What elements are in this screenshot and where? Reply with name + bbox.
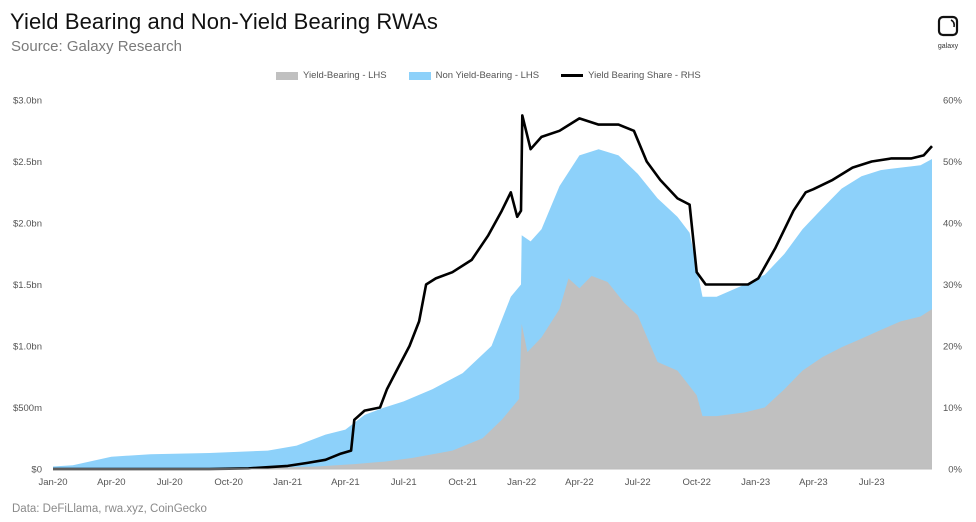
series-share-line bbox=[53, 114, 933, 471]
series-yield-area bbox=[53, 275, 932, 469]
y-right-tick-label: 10% bbox=[943, 403, 963, 414]
chart-subtitle: Source: Galaxy Research bbox=[11, 38, 182, 55]
x-tick-label: Oct-20 bbox=[214, 477, 243, 488]
y-left-tick-label: $0 bbox=[31, 465, 42, 476]
y-left-tick-label: $2.5bn bbox=[13, 157, 42, 168]
legend-item-yield: Yield-Bearing - LHS bbox=[276, 70, 387, 81]
legend-label-share: Yield Bearing Share - RHS bbox=[588, 70, 701, 81]
y-right-tick-label: 40% bbox=[943, 219, 963, 230]
x-tick-label: Jul-21 bbox=[391, 477, 417, 488]
y-right-tick-label: 0% bbox=[948, 465, 962, 476]
x-tick-label: Jan-22 bbox=[507, 477, 536, 488]
y-left-tick-label: $1.5bn bbox=[13, 280, 42, 291]
legend-item-share: Yield Bearing Share - RHS bbox=[561, 70, 701, 81]
x-tick-label: Jan-20 bbox=[38, 477, 67, 488]
x-tick-label: Apr-23 bbox=[799, 477, 828, 488]
x-tick-label: Jul-22 bbox=[625, 477, 651, 488]
chart-areas bbox=[53, 149, 932, 469]
series-non-yield-area bbox=[53, 149, 932, 469]
y-right-tick-label: 20% bbox=[943, 342, 963, 353]
data-source-footer: Data: DeFiLlama, rwa.xyz, CoinGecko bbox=[12, 503, 207, 515]
logo-text: galaxy bbox=[937, 43, 959, 50]
x-tick-label: Jul-23 bbox=[859, 477, 885, 488]
y-left-tick-label: $500m bbox=[13, 403, 42, 414]
x-tick-label: Apr-20 bbox=[97, 477, 126, 488]
x-tick-label: Jan-23 bbox=[741, 477, 770, 488]
chart-axes: $0 $500m $1.0bn $1.5bn $2.0bn $2.5bn $3.0bn 0% 1… bbox=[13, 96, 963, 489]
y-left-tick-label: $2.0bn bbox=[13, 219, 42, 230]
y-left-tick-label: $3.0bn bbox=[13, 96, 42, 107]
chart-legend: Yield-Bearing - LHS Non Yield-Bearing - … bbox=[276, 70, 723, 81]
y-right-tick-label: 60% bbox=[943, 96, 963, 107]
legend-label-non-yield: Non Yield-Bearing - LHS bbox=[435, 70, 540, 81]
y-right-tick-label: 50% bbox=[943, 157, 963, 168]
legend-swatch-non-yield bbox=[408, 71, 431, 80]
y-right-tick-label: 30% bbox=[943, 280, 963, 291]
galaxy-logo-icon bbox=[937, 15, 959, 37]
x-tick-label: Jul-20 bbox=[157, 477, 183, 488]
x-tick-label: Apr-21 bbox=[331, 477, 360, 488]
x-tick-label: Jan-21 bbox=[273, 477, 302, 488]
legend-label-yield: Yield-Bearing - LHS bbox=[303, 70, 387, 81]
legend-item-non-yield: Non Yield-Bearing - LHS bbox=[408, 70, 540, 81]
y-left-tick-label: $1.0bn bbox=[13, 342, 42, 353]
x-tick-label: Oct-21 bbox=[448, 477, 477, 488]
x-tick-label: Apr-22 bbox=[565, 477, 594, 488]
chart-title: Yield Bearing and Non-Yield Bearing RWAs bbox=[10, 9, 438, 34]
legend-swatch-share bbox=[561, 74, 584, 77]
legend-swatch-yield bbox=[276, 71, 298, 80]
x-tick-label: Oct-22 bbox=[682, 477, 711, 488]
galaxy-logo: galaxy bbox=[933, 15, 963, 50]
chart-lines bbox=[53, 114, 933, 471]
